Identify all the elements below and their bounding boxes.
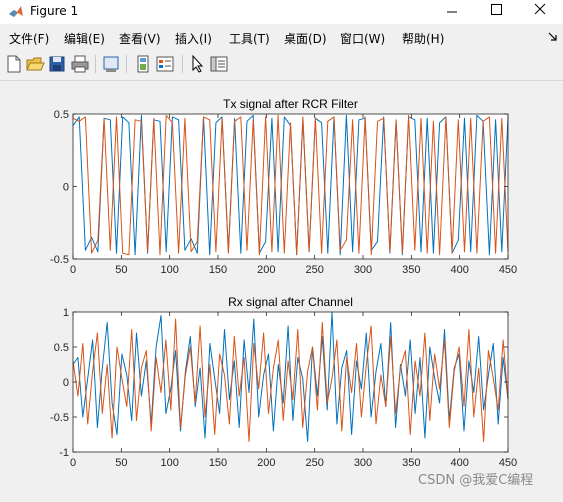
menu-bar: 文件(F) 编辑(E) 查看(V) 插入(I) 工具(T) 桌面(D) 窗口(W… xyxy=(0,26,563,48)
x-tick-label: 150 xyxy=(209,457,227,469)
x-tick-label: 300 xyxy=(354,457,372,469)
toolbar-separator xyxy=(126,55,127,73)
x-tick-label: 0 xyxy=(70,457,76,469)
chart-title: Tx signal after RCR Filter xyxy=(223,97,358,111)
menu-insert[interactable]: 插入(I) xyxy=(175,32,212,46)
x-tick-label: 100 xyxy=(160,264,178,276)
maximize-button[interactable] xyxy=(474,0,518,24)
x-tick-label: 250 xyxy=(305,457,323,469)
y-tick-label: -0.5 xyxy=(50,412,69,424)
x-tick-label: 200 xyxy=(257,457,275,469)
save-icon[interactable] xyxy=(47,54,67,74)
toolbar-separator xyxy=(95,55,96,73)
dock-arrow-icon[interactable] xyxy=(548,32,558,42)
x-tick-label: 150 xyxy=(209,264,227,276)
series-line-2 xyxy=(72,114,509,256)
y-tick-label: -1 xyxy=(59,447,69,459)
series-line-1 xyxy=(72,311,509,442)
open-file-icon[interactable] xyxy=(25,54,45,74)
x-tick-label: 450 xyxy=(499,264,517,276)
watermark: CSDN @我爱C编程 xyxy=(418,473,534,488)
minimize-icon xyxy=(447,11,457,13)
menu-file[interactable]: 文件(F) xyxy=(9,32,50,46)
matlab-logo-icon xyxy=(9,6,23,17)
insert-legend-icon[interactable] xyxy=(155,54,175,74)
y-tick-label: 1 xyxy=(63,307,69,319)
property-inspector-icon[interactable] xyxy=(209,54,229,74)
menu-desktop[interactable]: 桌面(D) xyxy=(284,32,327,46)
minimize-button[interactable] xyxy=(430,0,474,24)
x-tick-label: 250 xyxy=(305,264,323,276)
x-tick-label: 350 xyxy=(402,264,420,276)
x-tick-label: 450 xyxy=(499,457,517,469)
axes-background xyxy=(73,114,508,259)
close-icon xyxy=(534,3,546,15)
print-icon[interactable] xyxy=(70,54,90,74)
x-tick-label: 300 xyxy=(354,264,372,276)
x-tick-label: 400 xyxy=(450,264,468,276)
y-tick-label: 0.5 xyxy=(54,342,69,354)
x-tick-label: 50 xyxy=(115,264,127,276)
link-plot-icon[interactable] xyxy=(133,54,153,74)
toolbar xyxy=(0,52,563,81)
x-tick-label: 350 xyxy=(402,457,420,469)
y-tick-label: 0 xyxy=(63,377,69,389)
toolbar-separator xyxy=(182,55,183,73)
y-tick-label: 0 xyxy=(63,182,69,194)
menu-window[interactable]: 窗口(W) xyxy=(340,32,386,46)
menu-tools[interactable]: 工具(T) xyxy=(229,32,270,46)
y-tick-label: 0.5 xyxy=(54,109,69,121)
close-button[interactable] xyxy=(518,0,562,24)
x-tick-label: 400 xyxy=(450,457,468,469)
print-preview-icon[interactable] xyxy=(101,54,121,74)
series-line-2 xyxy=(72,318,509,442)
edit-plot-icon[interactable] xyxy=(188,54,208,74)
x-tick-label: 50 xyxy=(115,457,127,469)
menu-edit[interactable]: 编辑(E) xyxy=(64,32,105,46)
y-tick-label: -0.5 xyxy=(50,254,69,266)
menu-help[interactable]: 帮助(H) xyxy=(402,32,445,46)
x-tick-label: 200 xyxy=(257,264,275,276)
new-figure-icon[interactable] xyxy=(4,54,24,74)
title-bar: Figure 1 xyxy=(0,0,563,24)
x-tick-label: 0 xyxy=(70,264,76,276)
x-tick-label: 100 xyxy=(160,457,178,469)
chart-title: Rx signal after Channel xyxy=(228,295,353,309)
menu-view[interactable]: 查看(V) xyxy=(119,32,161,46)
maximize-icon xyxy=(491,4,502,15)
figure-area: Tx signal after RCR Filter 0 50 100 150 200 25… xyxy=(0,81,563,498)
window-title: Figure 1 xyxy=(30,4,79,18)
